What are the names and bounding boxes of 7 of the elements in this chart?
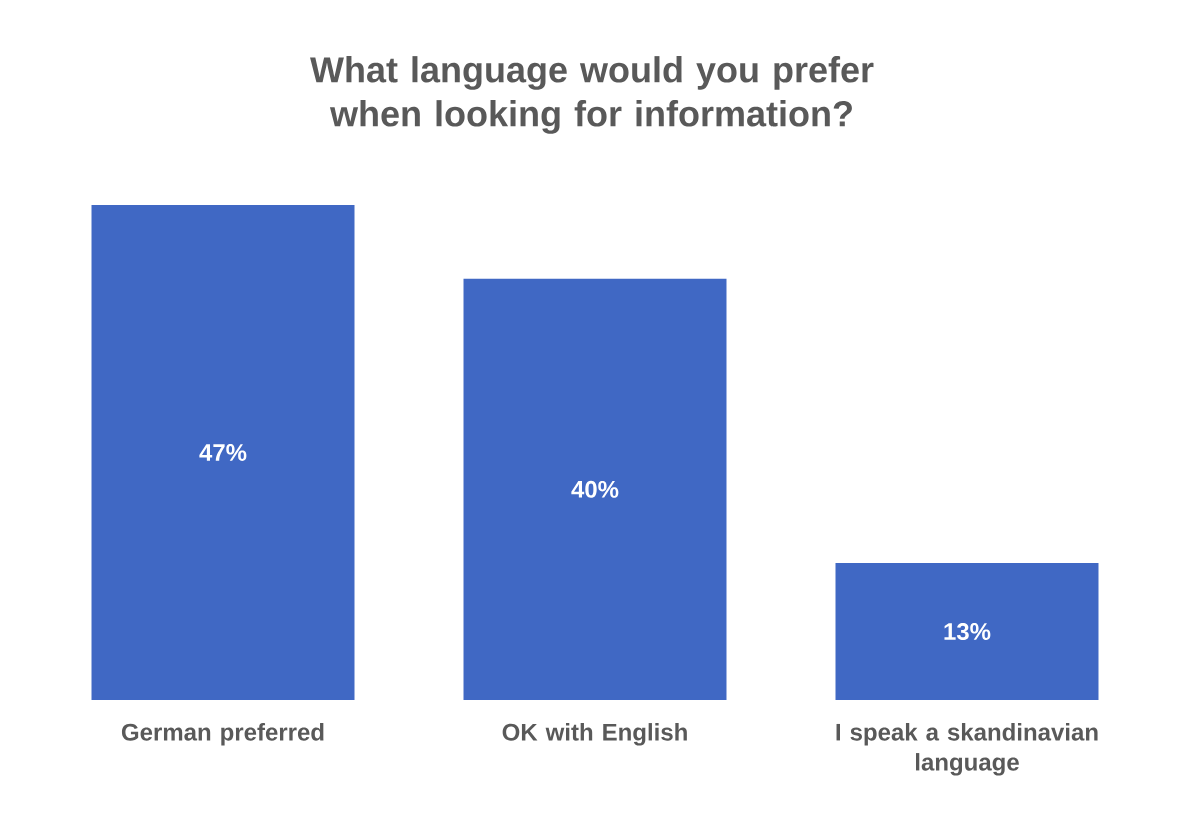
chart-title: What language would you prefer when looking for information? xyxy=(310,56,874,134)
data-label: 13% xyxy=(944,623,991,641)
x-tick-label: German preferred xyxy=(121,723,324,746)
x-tick-label: I speak a skandinavian language xyxy=(836,723,1098,776)
data-label: 40% xyxy=(571,480,619,498)
data-label: 47% xyxy=(199,444,247,461)
x-tick-label: OK with English xyxy=(502,723,687,746)
